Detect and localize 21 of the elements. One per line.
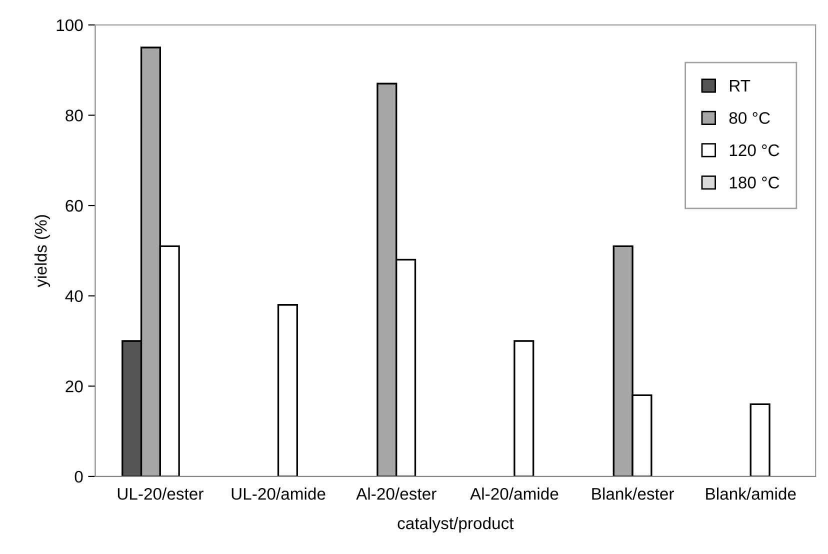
y-tick-label: 20	[66, 380, 83, 392]
y-tick-label: 0	[74, 470, 83, 483]
bar	[750, 403, 770, 476]
x-tick-label: Al-20/amide	[470, 488, 558, 500]
y-axis-title: yields (%)	[34, 215, 50, 288]
bar	[277, 304, 298, 476]
x-tick-label: UL-20/amide	[232, 488, 326, 500]
x-axis-title: catalyst/product	[398, 516, 514, 533]
legend-label: 180 °C	[730, 176, 780, 188]
legend-label: 120 °C	[730, 144, 780, 156]
x-tick-label: Blank/amide	[706, 488, 796, 500]
y-tick-label: 40	[65, 290, 83, 302]
y-tick-label: 100	[56, 19, 83, 32]
x-tick-label: Blank/ester	[592, 488, 674, 500]
x-tick-label: Al-20/ester	[356, 488, 436, 500]
bar	[514, 340, 534, 476]
legend-label: RT	[730, 80, 750, 92]
legend-label: 80 °C	[729, 112, 770, 124]
x-tick-label: UL-20/ester	[118, 488, 204, 500]
y-tick-label: 60	[66, 200, 83, 212]
y-tick-label: 80	[66, 110, 83, 122]
